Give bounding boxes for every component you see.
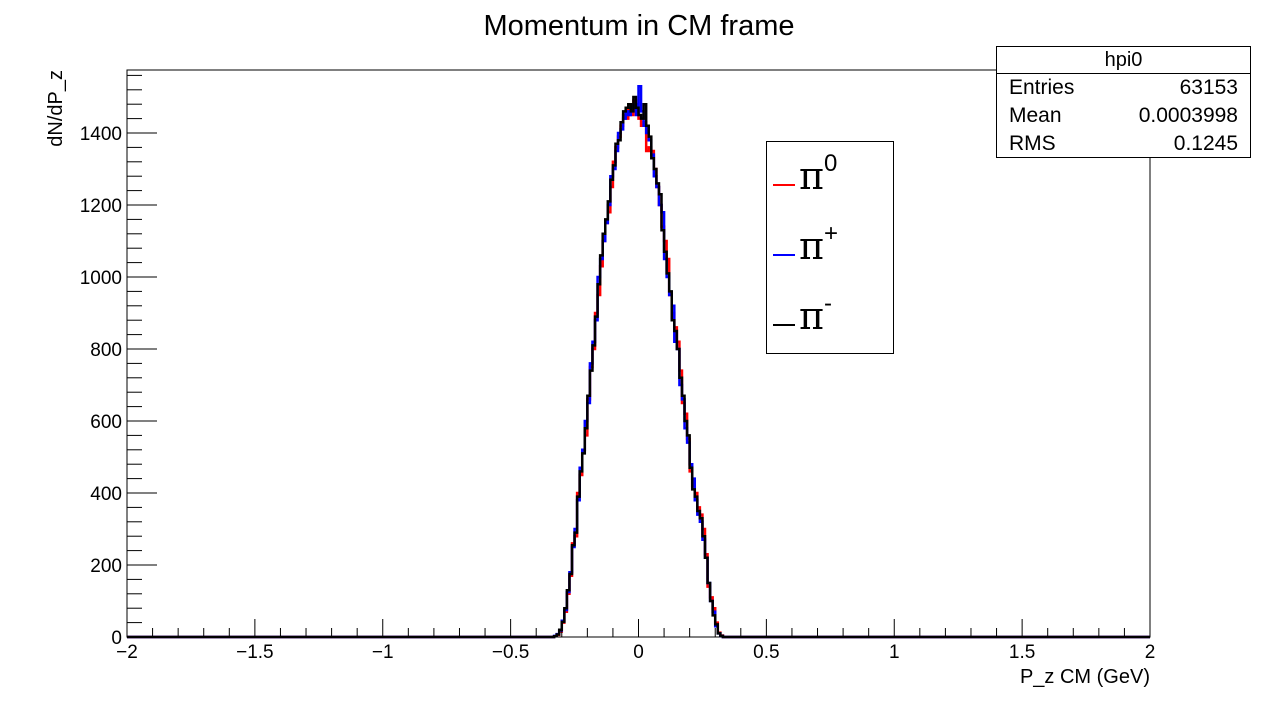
x-tick-label: 0 [633, 642, 644, 663]
series-line-0 [127, 99, 1150, 639]
x-axis-label: P_z CM (GeV) [1020, 666, 1150, 688]
series-layer [127, 84, 1150, 639]
y-axis: 0 200 400 600 800 1000 1200 1400 [80, 74, 157, 649]
y-tick-label: 1400 [80, 124, 122, 145]
y-axis-label: dN/dP_z [45, 70, 67, 147]
legend-label: π+ [799, 220, 838, 269]
stats-value: 0.0003998 [1138, 104, 1238, 127]
x-tick-label: −2 [116, 642, 138, 663]
y-tick-label: 400 [90, 484, 122, 505]
x-tick-label: 0.5 [753, 642, 779, 663]
stats-row-mean: Mean 0.0003998 [997, 102, 1250, 130]
legend-label: π0 [799, 150, 838, 199]
legend-label: π- [799, 290, 832, 339]
legend-line-blue [773, 254, 795, 256]
x-tick-label: −1 [372, 642, 394, 663]
series-line-2 [127, 95, 1150, 639]
y-tick-label: 1200 [80, 196, 122, 217]
series-line-1 [127, 84, 1150, 639]
x-tick-label: 2 [1145, 642, 1156, 663]
stats-row-rms: RMS 0.1245 [997, 130, 1250, 158]
stats-value: 0.1245 [1173, 132, 1238, 155]
stats-title: hpi0 [997, 47, 1250, 74]
stats-label: Entries [1009, 76, 1075, 99]
y-tick-label: 0 [111, 628, 122, 649]
x-tick-label: −0.5 [492, 642, 530, 663]
x-axis: −2 −1.5 −1 −0.5 0 0.5 1 1.5 2 [116, 619, 1155, 663]
y-tick-label: 600 [90, 412, 122, 433]
legend-entry-pi0: π0 [771, 150, 889, 200]
legend-line-red [773, 184, 795, 186]
x-tick-label: 1.5 [1009, 642, 1035, 663]
legend-entry-pi-minus: π- [771, 290, 889, 340]
legend-line-black [773, 324, 795, 326]
y-tick-label: 200 [90, 556, 122, 577]
stats-box: hpi0 Entries 63153 Mean 0.0003998 RMS 0.… [996, 46, 1251, 158]
y-tick-label: 800 [90, 340, 122, 361]
x-tick-label: 1 [889, 642, 900, 663]
x-tick-label: −1.5 [236, 642, 274, 663]
chart-title: Momentum in CM frame [483, 10, 794, 42]
legend: π0 π+ π- [766, 141, 894, 354]
stats-label: Mean [1009, 104, 1062, 127]
y-tick-label: 1000 [80, 268, 122, 289]
stats-row-entries: Entries 63153 [997, 74, 1250, 102]
stats-value: 63153 [1179, 76, 1238, 99]
legend-entry-pi-plus: π+ [771, 220, 889, 270]
stats-label: RMS [1009, 132, 1056, 155]
